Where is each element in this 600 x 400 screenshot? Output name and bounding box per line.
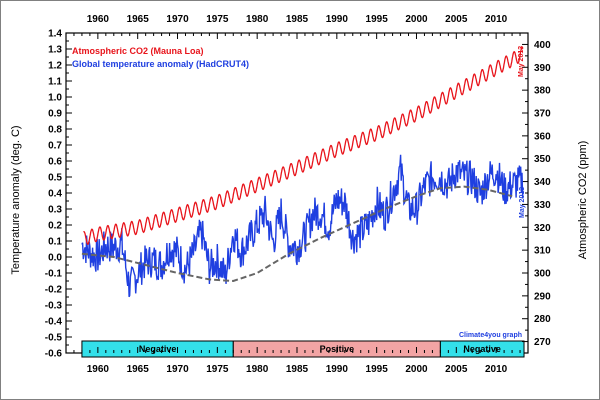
y-right-tick-label-390: 390 [534, 63, 551, 74]
y-right-tick-label-330: 330 [534, 200, 551, 211]
y-left-tick-label-13: 0.7 [48, 141, 62, 152]
y-right-tick-label-300: 300 [534, 269, 551, 280]
y-left-tick-label-1: -0.5 [45, 333, 63, 344]
y-left-tick-label-5: -0.1 [45, 269, 63, 280]
x-tick-label-bottom-1995: 1995 [366, 364, 389, 375]
x-tick-label-bottom-1965: 1965 [127, 364, 150, 375]
x-tick-label-bottom-2000: 2000 [405, 364, 428, 375]
phase-label-3: Negative [463, 344, 501, 354]
y-right-tick-label-270: 270 [534, 337, 551, 348]
y-left-tick-label-7: 0.1 [48, 237, 62, 248]
x-tick-label-top-1985: 1985 [286, 14, 309, 25]
x-tick-label-bottom-1960: 1960 [87, 364, 110, 375]
y-right-tick-label-310: 310 [534, 246, 551, 257]
y-left-tick-label-8: 0.2 [48, 221, 62, 232]
smoothed-trend-line [81, 185, 513, 283]
x-tick-label-bottom-1990: 1990 [326, 364, 349, 375]
y-left-tick-label-6: 0.0 [48, 253, 62, 264]
y-left-tick-label-14: 0.8 [48, 125, 62, 136]
y-left-tick-label-19: 1.3 [48, 45, 62, 56]
x-tick-label-bottom-2005: 2005 [445, 364, 468, 375]
y-right-tick-label-370: 370 [534, 109, 551, 120]
y-left-tick-label-11: 0.5 [48, 173, 62, 184]
plot-frame [65, 32, 529, 354]
tick-labels: 1960 1960 1965 1965 1970 1970 1975 1975 1980 1980… [45, 14, 551, 375]
y-right-tick-label-320: 320 [534, 223, 551, 234]
y-right-tick-label-340: 340 [534, 177, 551, 188]
y-right-tick-label-290: 290 [534, 291, 551, 302]
data-series [81, 46, 524, 298]
y-left-tick-label-17: 1.1 [48, 77, 62, 88]
y-axis-right-title: Atmospheric CO2 (ppm) [577, 141, 589, 260]
phase-band-3 [439, 340, 525, 358]
x-tick-label-top-2010: 2010 [485, 14, 508, 25]
legend-co2: Atmospheric CO2 (Mauna Loa) [72, 46, 204, 56]
x-tick-label-top-1975: 1975 [206, 14, 229, 25]
y-right-tick-label-380: 380 [534, 86, 551, 97]
phase-label-1: Negative [139, 344, 177, 354]
y-left-tick-label-2: -0.4 [45, 317, 63, 328]
y-left-tick-label-18: 1.2 [48, 61, 62, 72]
co2-end-note: May 2013 [518, 46, 525, 77]
temperature-line [81, 154, 524, 298]
y-left-tick-label-15: 0.9 [48, 109, 62, 120]
y-right-tick-label-360: 360 [534, 131, 551, 142]
x-tick-label-top-1980: 1980 [246, 14, 269, 25]
x-tick-label-top-1970: 1970 [166, 14, 189, 25]
y-left-tick-label-16: 1.0 [48, 93, 62, 104]
x-tick-label-top-1995: 1995 [366, 14, 389, 25]
co2-line [83, 46, 524, 245]
x-tick-label-top-2005: 2005 [445, 14, 468, 25]
x-tick-label-bottom-1980: 1980 [246, 364, 269, 375]
phase-bands: Negative Positive Negative [81, 340, 525, 358]
temp-end-note: May 2013 [519, 187, 526, 218]
y-left-tick-label-12: 0.6 [48, 157, 62, 168]
y-axis-left-title: Temperature anomaly (deg. C) [10, 125, 22, 274]
y-left-tick-label-0: -0.6 [45, 349, 63, 360]
y-left-tick-label-3: -0.3 [45, 301, 63, 312]
y-left-tick-label-4: -0.2 [45, 285, 63, 296]
x-tick-label-top-1990: 1990 [326, 14, 349, 25]
x-tick-label-bottom-1970: 1970 [166, 364, 189, 375]
x-tick-label-top-1965: 1965 [127, 14, 150, 25]
y-left-tick-label-9: 0.3 [48, 205, 62, 216]
x-tick-label-bottom-2010: 2010 [485, 364, 508, 375]
y-right-tick-label-280: 280 [534, 314, 551, 325]
y-right-tick-label-350: 350 [534, 154, 551, 165]
x-tick-label-bottom-1975: 1975 [206, 364, 229, 375]
x-tick-label-top-1960: 1960 [87, 14, 110, 25]
y-left-tick-label-10: 0.4 [48, 189, 62, 200]
credit-note: Climate4you graph [459, 332, 522, 339]
x-tick-label-top-2000: 2000 [405, 14, 428, 25]
axis-ticks [65, 32, 529, 354]
y-left-tick-label-20: 1.4 [48, 29, 62, 40]
y-right-tick-label-400: 400 [534, 40, 551, 51]
legend-temperature: Global temperature anomaly (HadCRUT4) [72, 59, 249, 69]
x-tick-label-bottom-1985: 1985 [286, 364, 309, 375]
